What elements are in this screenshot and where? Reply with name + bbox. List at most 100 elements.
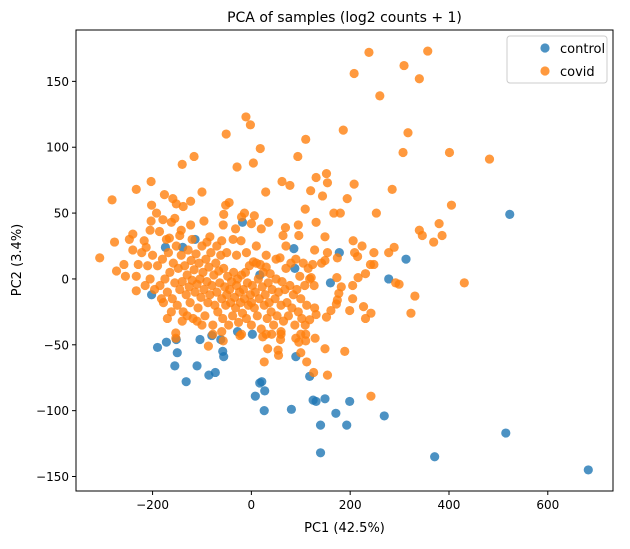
point-covid bbox=[146, 200, 157, 210]
point-covid bbox=[317, 191, 328, 201]
point-covid bbox=[310, 245, 320, 255]
point-covid bbox=[107, 195, 117, 205]
point-covid bbox=[345, 305, 355, 316]
point-covid bbox=[120, 271, 131, 281]
point-covid bbox=[236, 329, 247, 339]
legend-marker-covid bbox=[540, 66, 550, 76]
point-covid bbox=[124, 234, 134, 245]
point-covid bbox=[194, 258, 204, 268]
point-control bbox=[289, 244, 299, 254]
point-covid bbox=[291, 333, 301, 343]
x-tick-label: 600 bbox=[536, 498, 559, 512]
point-covid bbox=[375, 91, 385, 101]
point-covid bbox=[218, 313, 228, 324]
point-covid bbox=[200, 311, 210, 321]
point-covid bbox=[189, 265, 199, 275]
point-covid bbox=[119, 259, 129, 270]
point-covid bbox=[231, 250, 242, 260]
point-covid bbox=[204, 262, 214, 272]
y-tick-label: −150 bbox=[36, 470, 69, 484]
point-covid bbox=[175, 284, 185, 295]
point-covid bbox=[170, 278, 180, 288]
point-control bbox=[152, 342, 163, 353]
point-covid bbox=[201, 254, 211, 264]
point-covid bbox=[225, 284, 235, 295]
point-covid bbox=[203, 298, 213, 308]
point-covid bbox=[208, 320, 218, 330]
point-covid bbox=[322, 247, 333, 258]
point-covid bbox=[357, 241, 367, 251]
point-covid bbox=[177, 159, 187, 169]
point-covid bbox=[208, 329, 218, 339]
point-covid bbox=[207, 280, 217, 291]
point-covid bbox=[197, 320, 207, 330]
point-covid bbox=[306, 186, 316, 196]
point-covid bbox=[301, 336, 311, 346]
point-covid bbox=[199, 284, 209, 295]
point-covid bbox=[253, 274, 263, 284]
point-control bbox=[195, 334, 205, 345]
point-covid bbox=[236, 212, 247, 222]
point-covid bbox=[326, 305, 336, 316]
point-covid bbox=[295, 271, 305, 281]
point-covid bbox=[296, 348, 306, 358]
point-control bbox=[255, 378, 265, 388]
point-covid bbox=[251, 241, 261, 251]
point-covid bbox=[349, 179, 359, 189]
point-covid bbox=[293, 220, 303, 230]
point-covid bbox=[273, 345, 283, 355]
point-control bbox=[210, 367, 220, 378]
x-axis-label: PC1 (42.5%) bbox=[304, 521, 385, 536]
point-covid bbox=[335, 208, 345, 218]
point-covid bbox=[219, 263, 229, 274]
point-covid bbox=[183, 245, 193, 255]
point-covid bbox=[176, 250, 186, 260]
point-control bbox=[505, 209, 515, 219]
point-covid bbox=[293, 151, 303, 162]
point-covid bbox=[158, 215, 168, 225]
point-covid bbox=[261, 250, 271, 260]
point-covid bbox=[398, 147, 408, 158]
point-covid bbox=[191, 249, 201, 259]
point-covid bbox=[145, 274, 155, 284]
point-covid bbox=[137, 247, 147, 258]
point-covid bbox=[177, 276, 187, 287]
point-covid bbox=[329, 208, 339, 218]
point-control bbox=[260, 386, 270, 396]
point-covid bbox=[387, 184, 397, 194]
point-covid bbox=[145, 225, 155, 235]
point-covid bbox=[350, 247, 360, 258]
point-covid bbox=[149, 284, 160, 295]
point-covid bbox=[228, 234, 238, 245]
point-covid bbox=[332, 273, 342, 283]
point-covid bbox=[321, 168, 332, 179]
point-covid bbox=[263, 344, 273, 354]
point-covid bbox=[109, 237, 120, 247]
point-covid bbox=[399, 60, 409, 71]
point-covid bbox=[224, 320, 234, 330]
point-control bbox=[219, 352, 229, 362]
legend-label-control: control bbox=[560, 42, 605, 57]
point-covid bbox=[171, 333, 181, 343]
point-covid bbox=[434, 219, 444, 229]
point-covid bbox=[159, 190, 170, 200]
point-covid bbox=[186, 196, 196, 206]
point-covid bbox=[95, 253, 105, 263]
point-covid bbox=[292, 284, 302, 295]
point-covid bbox=[217, 327, 227, 337]
point-covid bbox=[256, 224, 266, 234]
point-covid bbox=[198, 267, 208, 277]
point-covid bbox=[281, 241, 291, 251]
y-tick-label: −100 bbox=[36, 404, 69, 418]
point-covid bbox=[162, 287, 172, 297]
point-covid bbox=[321, 312, 332, 322]
point-covid bbox=[175, 230, 185, 241]
point-covid bbox=[290, 320, 300, 330]
point-covid bbox=[311, 217, 321, 227]
point-covid bbox=[384, 247, 394, 258]
point-control bbox=[342, 420, 352, 430]
point-covid bbox=[265, 269, 275, 279]
legend-label-covid: covid bbox=[560, 65, 595, 80]
point-control bbox=[161, 337, 172, 347]
point-covid bbox=[414, 74, 424, 84]
